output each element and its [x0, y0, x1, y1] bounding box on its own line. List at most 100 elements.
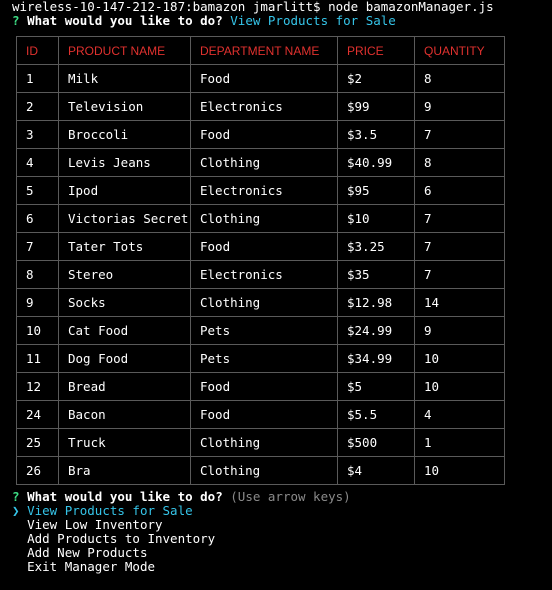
cell-price: $40.99: [337, 148, 415, 177]
cell-quantity: 7: [414, 232, 505, 261]
menu-item-label: View Products for Sale: [27, 503, 193, 518]
cell-quantity: 14: [414, 288, 505, 317]
table-row: 25 Truck Clothing $500 1: [16, 428, 505, 457]
cell-id: 4: [16, 148, 59, 177]
header-id: ID: [16, 36, 59, 65]
command-line: wireless-10-147-212-187:bamazon jmarlitt…: [12, 0, 494, 14]
cell-product-name: Television: [58, 92, 191, 121]
cell-department-name: Food: [190, 120, 338, 149]
question-text: What would you like to do?: [27, 489, 223, 504]
cell-product-name: Truck: [58, 428, 191, 457]
second-prompt-line: ? What would you like to do? (Use arrow …: [12, 490, 351, 504]
cell-id: 1: [16, 64, 59, 93]
cell-product-name: Victorias Secret: [58, 204, 191, 233]
table-row: 2 Television Electronics $99 9: [16, 92, 505, 121]
cell-product-name: Tater Tots: [58, 232, 191, 261]
menu-item-add-inventory[interactable]: Add Products to Inventory: [12, 532, 215, 546]
cell-id: 12: [16, 372, 59, 401]
cell-quantity: 10: [414, 344, 505, 373]
cell-department-name: Electronics: [190, 92, 338, 121]
question-marker: ?: [12, 489, 20, 504]
cell-product-name: Bacon: [58, 400, 191, 429]
question-text: What would you like to do?: [27, 13, 223, 28]
menu-item-label: View Low Inventory: [27, 517, 163, 532]
cell-product-name: Bra: [58, 456, 191, 485]
cell-quantity: 9: [414, 316, 505, 345]
menu-item-exit-manager[interactable]: Exit Manager Mode: [12, 560, 155, 574]
menu-item-view-products[interactable]: ❯ View Products for Sale: [12, 504, 193, 518]
cell-id: 7: [16, 232, 59, 261]
cell-price: $34.99: [337, 344, 415, 373]
menu-item-label: Exit Manager Mode: [27, 559, 155, 574]
cell-id: 25: [16, 428, 59, 457]
products-table: ID PRODUCT NAME DEPARTMENT NAME PRICE QU…: [16, 36, 505, 485]
cell-price: $3.5: [337, 120, 415, 149]
cell-price: $35: [337, 260, 415, 289]
cell-quantity: 10: [414, 372, 505, 401]
cell-price: $99: [337, 92, 415, 121]
table-row: 6 Victorias Secret Clothing $10 7: [16, 204, 505, 233]
selected-answer: View Products for Sale: [230, 13, 396, 28]
cell-id: 5: [16, 176, 59, 205]
cell-department-name: Food: [190, 64, 338, 93]
cell-department-name: Food: [190, 372, 338, 401]
cell-id: 26: [16, 456, 59, 485]
menu-item-add-new-products[interactable]: Add New Products: [12, 546, 147, 560]
cell-quantity: 7: [414, 204, 505, 233]
cell-product-name: Dog Food: [58, 344, 191, 373]
cell-price: $5.5: [337, 400, 415, 429]
table-row: 24 Bacon Food $5.5 4: [16, 400, 505, 429]
header-department-name: DEPARTMENT NAME: [190, 36, 338, 65]
cell-id: 3: [16, 120, 59, 149]
first-prompt-line: ? What would you like to do? View Produc…: [12, 14, 396, 28]
cell-id: 24: [16, 400, 59, 429]
question-marker: ?: [12, 13, 20, 28]
cell-id: 2: [16, 92, 59, 121]
cell-quantity: 7: [414, 120, 505, 149]
header-product-name: PRODUCT NAME: [58, 36, 191, 65]
menu-item-label: Add Products to Inventory: [27, 531, 216, 546]
cell-product-name: Socks: [58, 288, 191, 317]
cell-product-name: Ipod: [58, 176, 191, 205]
cell-price: $2: [337, 64, 415, 93]
cell-department-name: Pets: [190, 344, 338, 373]
cell-department-name: Clothing: [190, 456, 338, 485]
table-row: 12 Bread Food $5 10: [16, 372, 505, 401]
cell-department-name: Clothing: [190, 428, 338, 457]
cell-quantity: 8: [414, 148, 505, 177]
cell-price: $500: [337, 428, 415, 457]
table-row: 11 Dog Food Pets $34.99 10: [16, 344, 505, 373]
table-row: 4 Levis Jeans Clothing $40.99 8: [16, 148, 505, 177]
cell-department-name: Electronics: [190, 176, 338, 205]
cell-department-name: Clothing: [190, 148, 338, 177]
menu-item-view-low-inventory[interactable]: View Low Inventory: [12, 517, 163, 532]
cell-price: $4: [337, 456, 415, 485]
cell-department-name: Clothing: [190, 288, 338, 317]
cell-price: $3.25: [337, 232, 415, 261]
cell-price: $5: [337, 372, 415, 401]
cell-quantity: 10: [414, 456, 505, 485]
table-row: 5 Ipod Electronics $95 6: [16, 176, 505, 205]
cell-department-name: Food: [190, 232, 338, 261]
cell-quantity: 6: [414, 176, 505, 205]
cell-id: 9: [16, 288, 59, 317]
cell-product-name: Cat Food: [58, 316, 191, 345]
cell-quantity: 4: [414, 400, 505, 429]
table-row: 9 Socks Clothing $12.98 14: [16, 288, 505, 317]
menu-item-label: Add New Products: [27, 545, 148, 560]
table-body: 1 Milk Food $2 8 2 Television Electronics $99 9 3 B…: [16, 64, 505, 485]
cell-quantity: 8: [414, 64, 505, 93]
table-row: 1 Milk Food $2 8: [16, 64, 505, 93]
cell-product-name: Broccoli: [58, 120, 191, 149]
table-row: 8 Stereo Electronics $35 7: [16, 260, 505, 289]
table-row: 10 Cat Food Pets $24.99 9: [16, 316, 505, 345]
cell-department-name: Pets: [190, 316, 338, 345]
arrow-keys-hint: (Use arrow keys): [230, 489, 351, 504]
cell-product-name: Stereo: [58, 260, 191, 289]
cell-department-name: Electronics: [190, 260, 338, 289]
cell-id: 8: [16, 260, 59, 289]
table-row: 7 Tater Tots Food $3.25 7: [16, 232, 505, 261]
cell-id: 6: [16, 204, 59, 233]
cell-price: $95: [337, 176, 415, 205]
pointer-icon: ❯: [12, 503, 20, 518]
